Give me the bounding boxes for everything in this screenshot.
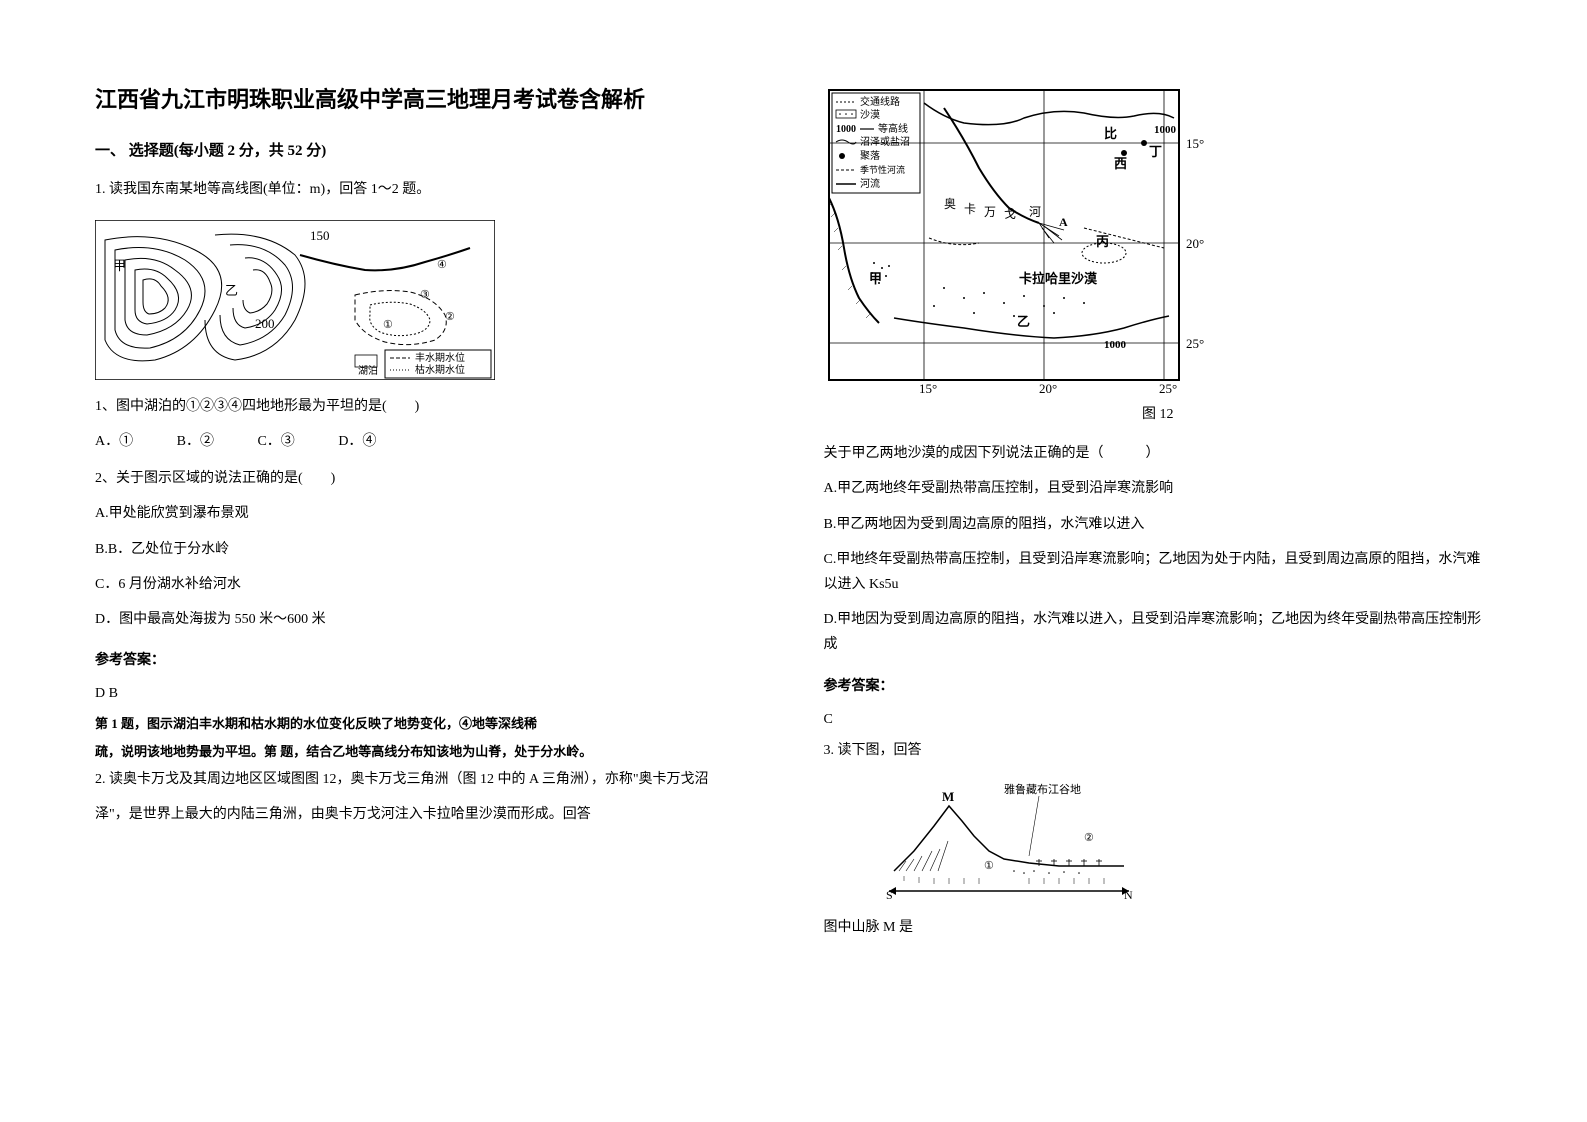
label-A: A: [1059, 215, 1068, 229]
legend-desert: 沙漠: [860, 109, 880, 121]
left-column: 江西省九江市明珠职业高级中学高三地理月考试卷含解析 一、 选择题(每小题 2 分…: [95, 80, 764, 1082]
legend-low-water: 枯水期水位: [415, 363, 465, 376]
q1-sub1-text: 1、图中湖泊的①②③④四地地形最为平坦的是( ): [95, 394, 764, 419]
q1-figure: 150 200 甲 乙 ① ② ③ ④ 丰水期水位: [95, 220, 764, 380]
q1-explanation-2: 疏，说明该地地势最为平坦。第 题，结合乙地等高线分布知该地为山脊，处于分水岭。: [95, 740, 764, 763]
legend-high-water: 丰水期水位: [415, 351, 465, 364]
q2-opt-b: B.甲乙两地因为受到周边高原的阻挡，水汽难以进入: [824, 512, 1493, 537]
contour-1000-bottom: 1000: [1104, 339, 1127, 351]
q3-figure: S N: [884, 781, 1493, 901]
lat-20: 20°: [1186, 236, 1204, 251]
q1-answer-value: D B: [95, 681, 764, 706]
q2-opt-a: A.甲乙两地终年受副热带高压控制，且受到沿岸寒流影响: [824, 476, 1493, 501]
label-3: ③: [420, 289, 430, 301]
label-bing: 丙: [1096, 234, 1109, 249]
q1-sub1-opt-a: A．①: [95, 429, 133, 454]
q1-sub1-opt-b: B．②: [177, 429, 214, 454]
q1-sub2-text: 2、关于图示区域的说法正确的是( ): [95, 466, 764, 491]
lat-25: 25°: [1186, 336, 1204, 351]
contour-label-150: 150: [310, 228, 330, 243]
river-label-ao: 奥: [944, 197, 956, 211]
q2-answer-label: 参考答案：: [824, 674, 1493, 699]
document-title: 江西省九江市明珠职业高级中学高三地理月考试卷含解析: [95, 80, 764, 120]
section-header: 一、 选择题(每小题 2 分，共 52 分): [95, 138, 764, 165]
label-S: S: [886, 888, 893, 901]
legend-swamp: 沼泽或盐沼: [860, 135, 910, 148]
q2-intro-2: 泽"，是世界上最大的内陆三角洲，由奥卡万戈河注入卡拉哈里沙漠而形成。回答: [95, 802, 764, 827]
legend-contour: 等高线: [878, 122, 908, 135]
label-xi: 西: [1114, 156, 1127, 171]
river-label-he: 河: [1029, 205, 1041, 219]
cross-section-svg: S N: [884, 781, 1134, 901]
q1-intro: 1. 读我国东南某地等高线图(单位：m)，回答 1～2 题。: [95, 177, 764, 202]
label-bi: 比: [1104, 126, 1117, 141]
river-label-ka: 卡: [964, 202, 976, 216]
lon-15: 15°: [919, 381, 937, 396]
legend-settlement: 聚落: [860, 150, 880, 162]
legend-road: 交通线路: [860, 95, 900, 108]
q1-sub2-opt-c: C．6 月份湖水补给河水: [95, 572, 764, 597]
q2-answer-value: C: [824, 707, 1493, 732]
label-kalahari: 卡拉哈里沙漠: [1019, 271, 1098, 286]
label-valley: 雅鲁藏布江谷地: [1004, 782, 1081, 796]
okavango-map-svg: 交通线路 沙漠 1000 等高线 沼泽或盐沼 聚落 季节性河流 河流: [824, 88, 1224, 398]
contour-map-svg: 150 200 甲 乙 ① ② ③ ④ 丰水期水位: [95, 220, 495, 380]
q1-sub2-opt-b: B.B．乙处位于分水岭: [95, 537, 764, 562]
label-1: ①: [383, 319, 393, 331]
right-column: 交通线路 沙漠 1000 等高线 沼泽或盐沼 聚落 季节性河流 河流: [824, 80, 1493, 1082]
q2-opt-d: D.甲地因为受到周边高原的阻挡，水汽难以进入，且受到沿岸寒流影响；乙地因为终年受…: [824, 607, 1493, 657]
label-yi2: 乙: [1017, 314, 1030, 329]
q2-figure: 交通线路 沙漠 1000 等高线 沼泽或盐沼 聚落 季节性河流 河流: [824, 88, 1493, 427]
q2-intro-1: 2. 读奥卡万戈及其周边地区区域图图 12，奥卡万戈三角洲（图 12 中的 A …: [95, 767, 764, 792]
label-ding: 丁: [1149, 144, 1162, 159]
q1-sub2-opt-a: A.甲处能欣赏到瀑布景观: [95, 501, 764, 526]
label-circle1: ①: [984, 860, 994, 872]
label-2: ②: [445, 311, 455, 323]
q2-question: 关于甲乙两地沙漠的成因下列说法正确的是（ ）: [824, 441, 1493, 466]
q1-explanation-1: 第 1 题，图示湖泊丰水期和枯水期的水位变化反映了地势变化，④地等深线稀: [95, 712, 764, 735]
lon-25: 25°: [1159, 381, 1177, 396]
label-4: ④: [437, 259, 447, 271]
contour-label-200: 200: [255, 316, 275, 331]
label-M: M: [942, 789, 954, 804]
label-circle2: ②: [1084, 832, 1094, 844]
river-label-wan: 万: [984, 205, 996, 219]
q3-question: 图中山脉 M 是: [824, 915, 1493, 940]
lon-20: 20°: [1039, 381, 1057, 396]
lat-15: 15°: [1186, 136, 1204, 151]
legend-contour-value: 1000: [836, 124, 856, 135]
label-yi: 乙: [225, 283, 238, 298]
legend-river: 河流: [860, 177, 880, 190]
contour-1000-top: 1000: [1154, 124, 1177, 136]
legend-seasonal-river: 季节性河流: [860, 164, 905, 175]
q1-sub1-opt-c: C．③: [257, 429, 294, 454]
q1-sub1-options: A．① B．② C．③ D．④: [95, 429, 764, 454]
q1-answer-label: 参考答案：: [95, 648, 764, 673]
label-jia2: 甲: [869, 271, 882, 286]
q1-sub2-opt-d: D．图中最高处海拔为 550 米～600 米: [95, 607, 764, 632]
q2-figure-caption: 图 12: [824, 402, 1493, 427]
q1-sub1-opt-d: D．④: [338, 429, 376, 454]
q3-intro: 3. 读下图，回答: [824, 738, 1493, 763]
label-jia: 甲: [113, 258, 126, 273]
section-suffix: (每小题 2 分，共 52 分): [174, 143, 327, 159]
river-label-ge: 戈: [1004, 207, 1016, 221]
label-N: N: [1124, 888, 1133, 901]
q2-opt-c: C.甲地终年受副热带高压控制，且受到沿岸寒流影响；乙地因为处于内陆，且受到周边高…: [824, 547, 1493, 597]
section-prefix: 一、 选择题: [95, 143, 174, 159]
legend-lake: 湖泊: [358, 365, 378, 377]
page-container: 江西省九江市明珠职业高级中学高三地理月考试卷含解析 一、 选择题(每小题 2 分…: [95, 80, 1492, 1082]
